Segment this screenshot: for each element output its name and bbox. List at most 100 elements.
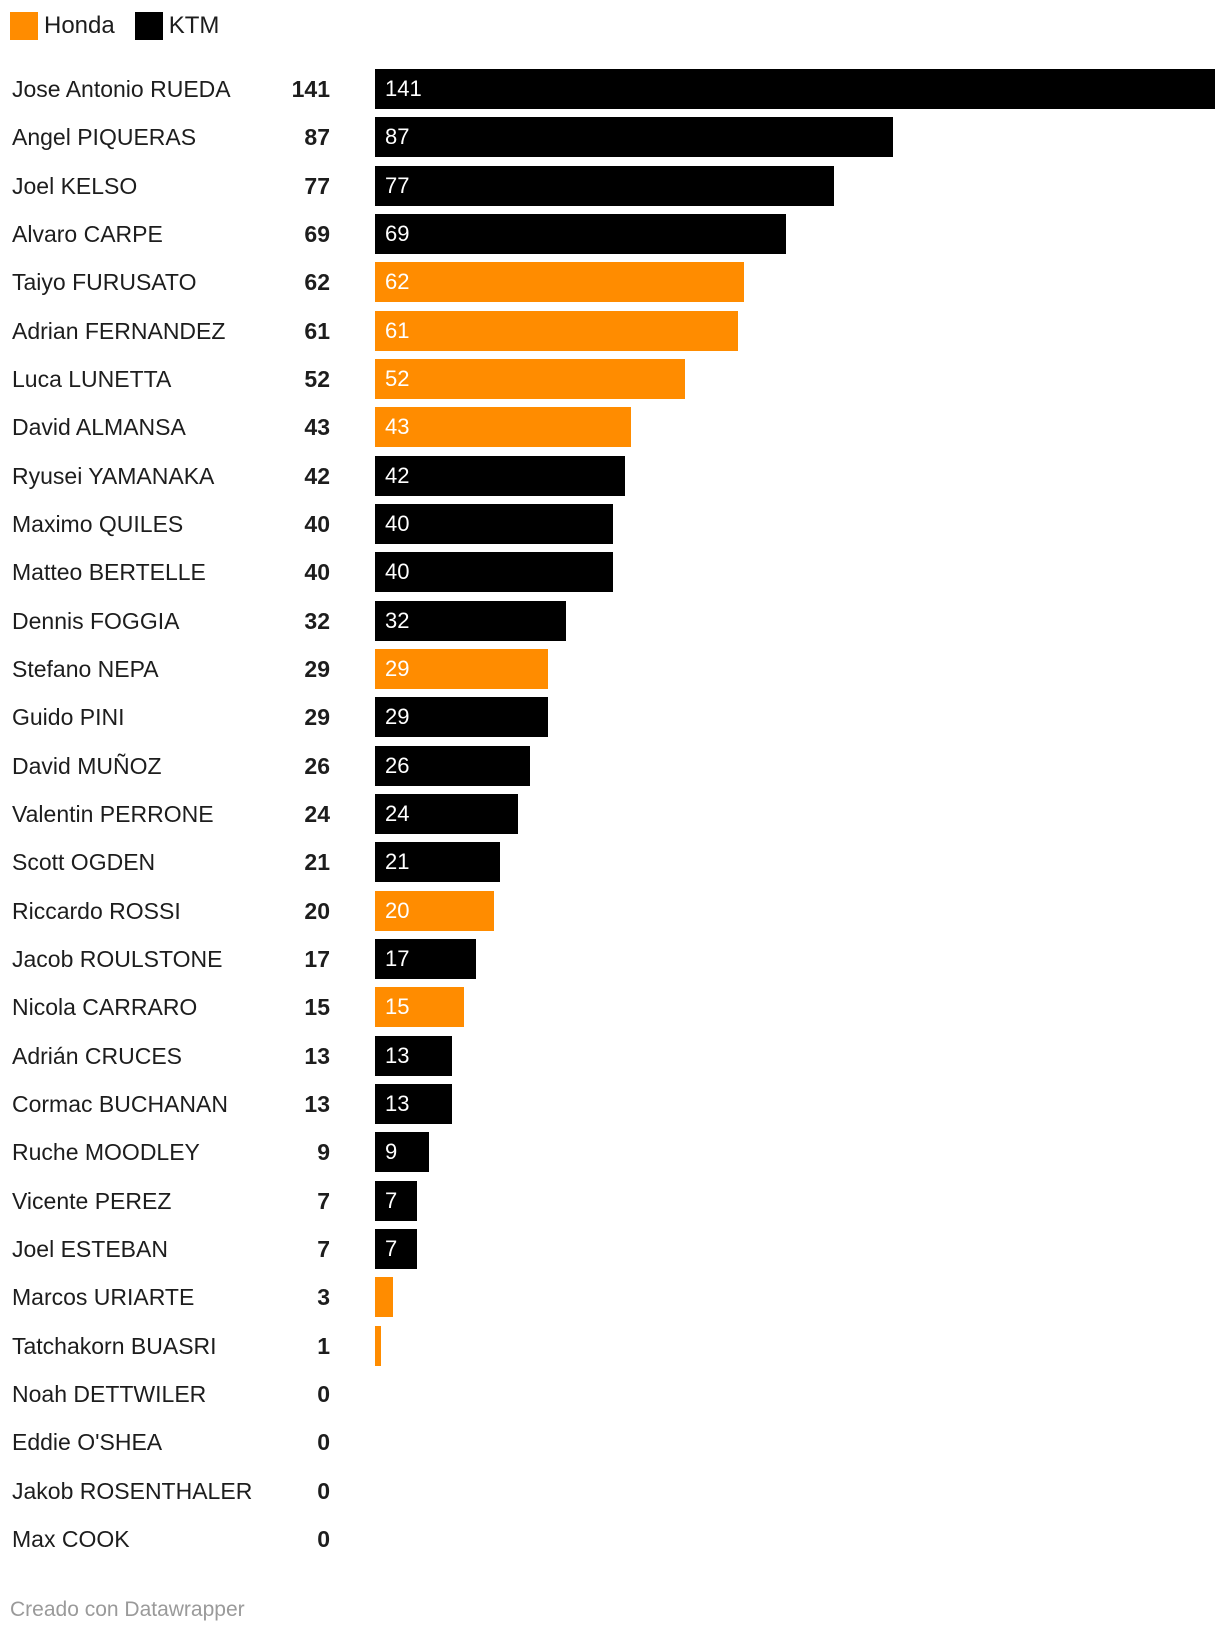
- rider-name: Adrian FERNANDEZ: [12, 317, 226, 344]
- legend-label-ktm: KTM: [168, 12, 220, 39]
- rider-name: Marcos URIARTE: [12, 1284, 195, 1311]
- points-value: 21: [304, 849, 330, 876]
- bar: 13: [375, 1035, 453, 1076]
- bar: 26: [375, 745, 530, 786]
- rider-name: Joel ESTEBAN: [12, 1235, 168, 1262]
- bar-data-label: 77: [385, 172, 410, 198]
- points-value: 42: [304, 462, 330, 489]
- bar-row: Valentin PERRONE 24 24: [0, 790, 1220, 838]
- bar-row: Max COOK 0: [0, 1515, 1220, 1563]
- points-value: 26: [304, 752, 330, 779]
- points-value: 87: [304, 124, 330, 151]
- legend-item-honda: Honda: [10, 12, 115, 40]
- bar: 24: [375, 793, 518, 834]
- points-value: 17: [304, 945, 330, 972]
- points-value: 0: [317, 1477, 330, 1504]
- bar-row: Jose Antonio RUEDA 141 141: [0, 65, 1220, 113]
- bar-row: Jacob ROULSTONE 17 17: [0, 935, 1220, 983]
- rider-name: Jacob ROULSTONE: [12, 945, 223, 972]
- points-value: 0: [317, 1380, 330, 1407]
- bar-row: Maximo QUILES 40 40: [0, 500, 1220, 548]
- rider-name: Guido PINI: [12, 704, 125, 731]
- legend: Honda KTM: [10, 12, 219, 40]
- points-value: 9: [317, 1139, 330, 1166]
- rider-name: Taiyo FURUSATO: [12, 269, 197, 296]
- bar-data-label: 62: [385, 269, 410, 295]
- bar: 7: [375, 1180, 417, 1221]
- rider-name: Riccardo ROSSI: [12, 897, 181, 924]
- rider-name: Vicente PEREZ: [12, 1187, 172, 1214]
- rider-name: Noah DETTWILER: [12, 1380, 207, 1407]
- bar: 13: [375, 1083, 453, 1124]
- bar: 20: [375, 890, 495, 931]
- points-value: 0: [317, 1429, 330, 1456]
- points-value: 40: [304, 510, 330, 537]
- bar: 40: [375, 503, 614, 544]
- bar-row: Luca LUNETTA 52 52: [0, 355, 1220, 403]
- points-value: 52: [304, 365, 330, 392]
- bar-row: Tatchakorn BUASRI 1: [0, 1322, 1220, 1370]
- bar-data-label: 24: [385, 800, 410, 826]
- footer-credit: Creado con Datawrapper: [10, 1598, 245, 1621]
- points-value: 7: [317, 1187, 330, 1214]
- points-value: 1: [317, 1332, 330, 1359]
- bar-row: Adrián CRUCES 13 13: [0, 1032, 1220, 1080]
- bar-row: Jakob ROSENTHALER 0: [0, 1467, 1220, 1515]
- points-value: 3: [317, 1284, 330, 1311]
- bar-row: Angel PIQUERAS 87 87: [0, 113, 1220, 161]
- bar-data-label: 13: [385, 1090, 410, 1116]
- bar: 40: [375, 552, 614, 593]
- bar: 87: [375, 117, 894, 158]
- rider-name: Scott OGDEN: [12, 849, 156, 876]
- rider-name: Tatchakorn BUASRI: [12, 1332, 217, 1359]
- points-value: 62: [304, 269, 330, 296]
- bar-data-label: 26: [385, 752, 410, 778]
- bar-row: Dennis FOGGIA 32 32: [0, 597, 1220, 645]
- bar: 77: [375, 165, 834, 206]
- bar-data-label: 29: [385, 655, 410, 681]
- points-value: 7: [317, 1235, 330, 1262]
- bar: 9: [375, 1132, 429, 1173]
- points-value: 43: [304, 414, 330, 441]
- bar-row: Matteo BERTELLE 40 40: [0, 548, 1220, 596]
- bar-row: Adrian FERNANDEZ 61 61: [0, 307, 1220, 355]
- bar: 17: [375, 938, 477, 979]
- bar: 7: [375, 1228, 417, 1269]
- rider-name: Max COOK: [12, 1525, 130, 1552]
- bar-data-label: 43: [385, 414, 410, 440]
- bar-row: Scott OGDEN 21 21: [0, 838, 1220, 886]
- bar: 61: [375, 310, 739, 351]
- rider-name: Ryusei YAMANAKA: [12, 462, 215, 489]
- points-value: 13: [304, 1042, 330, 1069]
- bar: 52: [375, 358, 685, 399]
- bar-data-label: 69: [385, 220, 410, 246]
- bar: [375, 1277, 393, 1318]
- bar: 69: [375, 213, 787, 254]
- points-value: 20: [304, 897, 330, 924]
- rider-name: Maximo QUILES: [12, 510, 184, 537]
- rider-name: Luca LUNETTA: [12, 365, 172, 392]
- bar-data-label: 13: [385, 1042, 410, 1068]
- rider-name: Dennis FOGGIA: [12, 607, 180, 634]
- legend-swatch-ktm: [134, 12, 163, 40]
- points-value: 29: [304, 655, 330, 682]
- bar-row: Ryusei YAMANAKA 42 42: [0, 452, 1220, 500]
- rider-name: Eddie O'SHEA: [12, 1429, 163, 1456]
- bar-row: Guido PINI 29 29: [0, 693, 1220, 741]
- points-value: 32: [304, 607, 330, 634]
- bar-row: Alvaro CARPE 69 69: [0, 210, 1220, 258]
- rider-name: Ruche MOODLEY: [12, 1139, 200, 1166]
- points-value: 61: [304, 317, 330, 344]
- bar-data-label: 40: [385, 510, 410, 536]
- legend-label-honda: Honda: [44, 12, 115, 39]
- bar-row: Cormac BUCHANAN 13 13: [0, 1080, 1220, 1128]
- bar-row: Stefano NEPA 29 29: [0, 645, 1220, 693]
- rider-name: David MUÑOZ: [12, 752, 162, 779]
- bar-data-label: 42: [385, 462, 410, 488]
- rider-name: Jakob ROSENTHALER: [12, 1477, 253, 1504]
- bar-row: David MUÑOZ 26 26: [0, 742, 1220, 790]
- points-value: 13: [304, 1090, 330, 1117]
- bar-data-label: 7: [385, 1187, 398, 1213]
- rider-name: Angel PIQUERAS: [12, 124, 197, 151]
- rider-name: Adrián CRUCES: [12, 1042, 182, 1069]
